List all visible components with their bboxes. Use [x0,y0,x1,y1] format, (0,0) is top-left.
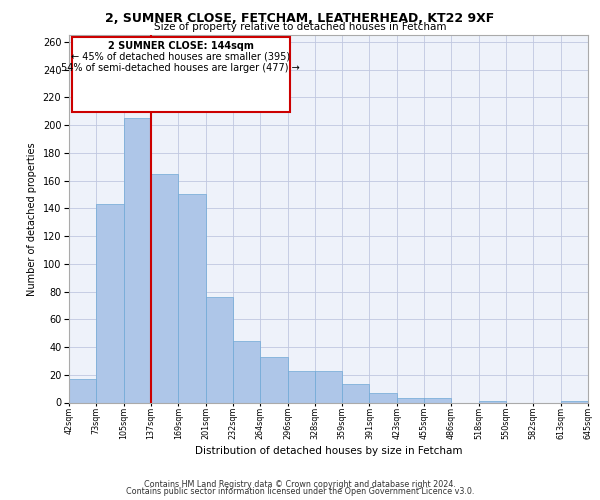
Bar [124,118,151,403]
Text: Size of property relative to detached houses in Fetcham: Size of property relative to detached ho… [154,22,446,32]
FancyBboxPatch shape [71,37,290,112]
Bar [206,297,233,403]
Bar [151,174,178,402]
Bar [397,398,424,402]
X-axis label: Distribution of detached houses by size in Fetcham: Distribution of detached houses by size … [195,446,462,456]
Text: Contains public sector information licensed under the Open Government Licence v3: Contains public sector information licen… [126,488,474,496]
Bar [479,401,506,402]
Bar [233,342,260,402]
Bar [260,356,287,403]
Bar [370,393,397,402]
Bar [315,370,342,402]
Bar [560,401,588,402]
Y-axis label: Number of detached properties: Number of detached properties [27,142,37,296]
Text: ← 45% of detached houses are smaller (395): ← 45% of detached houses are smaller (39… [71,52,290,62]
Bar [342,384,370,402]
Text: 54% of semi-detached houses are larger (477) →: 54% of semi-detached houses are larger (… [61,62,300,72]
Bar [287,370,315,402]
Bar [178,194,206,402]
Text: 2 SUMNER CLOSE: 144sqm: 2 SUMNER CLOSE: 144sqm [107,40,254,50]
Bar [69,379,97,402]
Bar [97,204,124,402]
Text: 2, SUMNER CLOSE, FETCHAM, LEATHERHEAD, KT22 9XF: 2, SUMNER CLOSE, FETCHAM, LEATHERHEAD, K… [106,12,494,26]
Text: Contains HM Land Registry data © Crown copyright and database right 2024.: Contains HM Land Registry data © Crown c… [144,480,456,489]
Bar [424,398,451,402]
